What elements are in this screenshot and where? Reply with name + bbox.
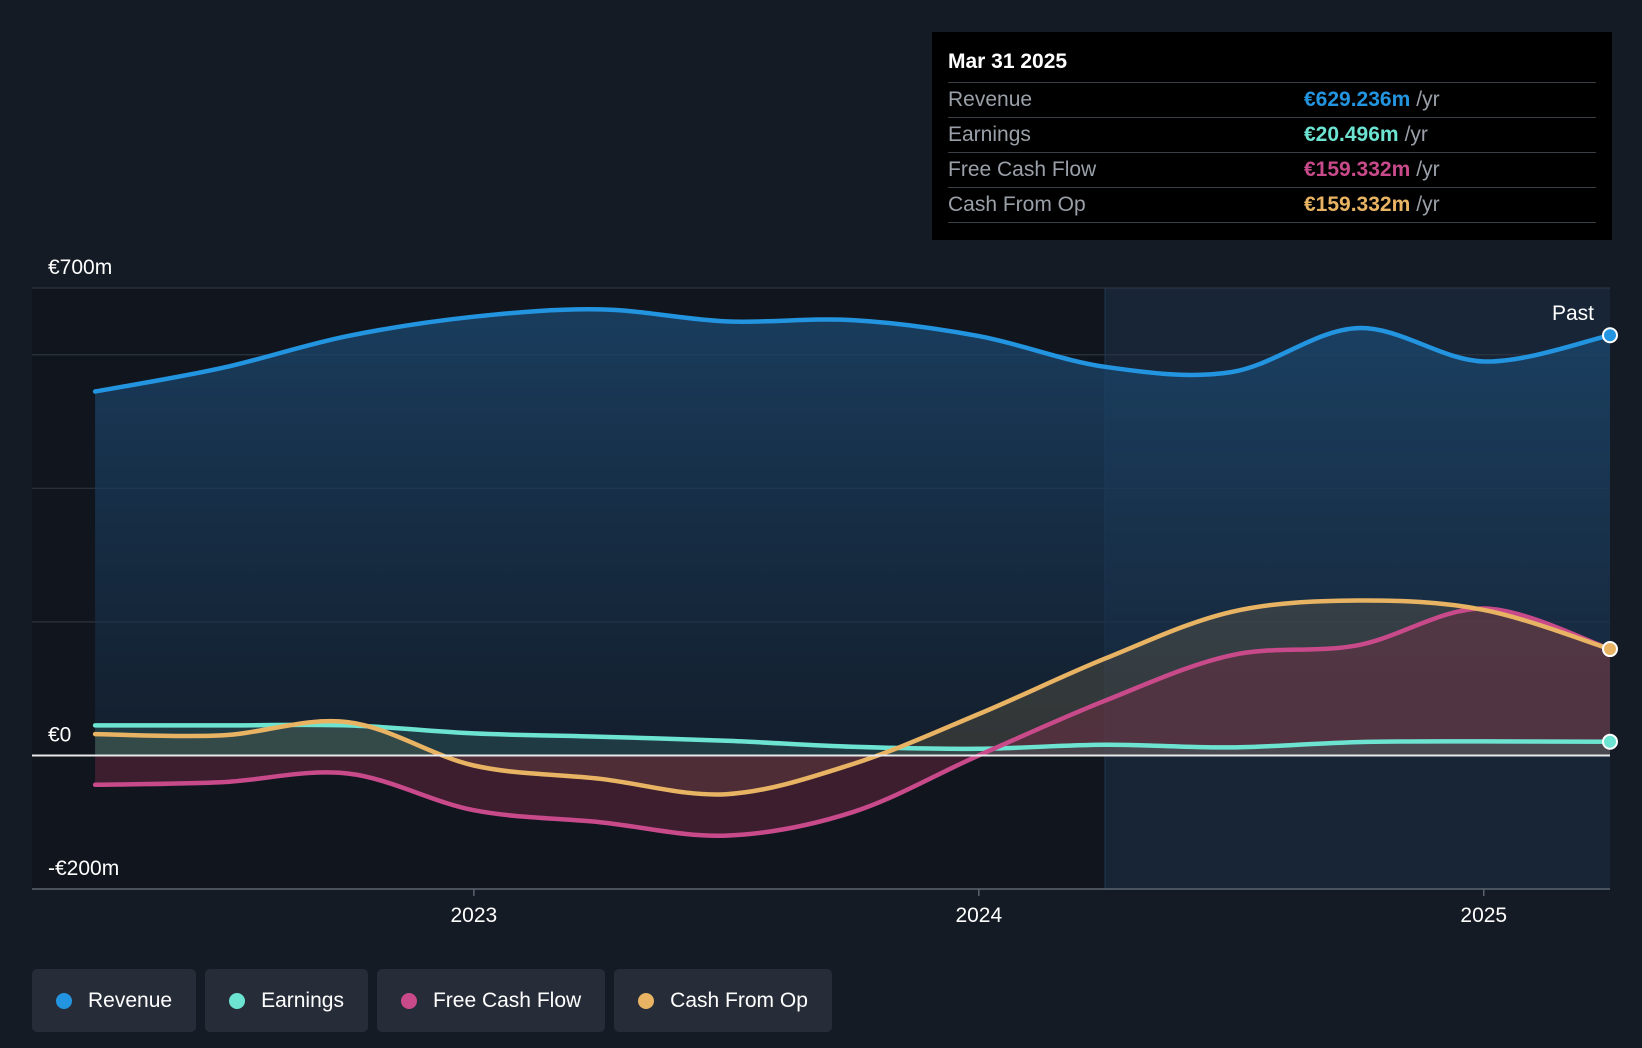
tooltip-value-free-cash-flow: €159.332m/yr (1304, 153, 1440, 187)
legend-dot-icon (638, 992, 655, 1009)
tooltip-value-cash-from-op: €159.332m/yr (1304, 188, 1440, 222)
tooltip-label: Earnings (948, 123, 1031, 146)
x-tick-label: 2025 (1460, 904, 1507, 927)
legend-dot-icon (56, 992, 72, 1009)
tooltip-label: Cash From Op (948, 193, 1086, 216)
x-tick-label: 2024 (955, 904, 1002, 927)
tooltip-value: €159.332m (1304, 158, 1411, 181)
y-tick-label: -€200m (48, 857, 119, 880)
series-lines (92, 307, 1613, 839)
tooltip-value-earnings: €20.496m/yr (1304, 118, 1428, 152)
tooltip-row-free-cash-flow: Free Cash Flow €159.332m/yr (948, 153, 1596, 188)
y-axis-labels: €700m €0 -€200m (48, 256, 119, 880)
end-markers (1602, 327, 1618, 750)
tooltip-value: €629.236m (1304, 88, 1411, 111)
series-line-revenue (92, 307, 1613, 394)
tooltip-value: €159.332m (1304, 193, 1411, 216)
tooltip-date: Mar 31 2025 (948, 46, 1596, 83)
tooltip-label: Free Cash Flow (948, 158, 1097, 181)
tooltip-row-revenue: Revenue €629.236m/yr (948, 83, 1596, 118)
legend-item-cash-from-op[interactable]: Cash From Op (614, 969, 832, 1032)
tooltip-row-earnings: Earnings €20.496m/yr (948, 118, 1596, 153)
tooltip-label: Revenue (948, 88, 1033, 111)
tooltip-unit: /yr (1416, 88, 1440, 111)
tooltip-value-revenue: €629.236m/yr (1304, 83, 1440, 117)
tooltip-unit: /yr (1416, 193, 1440, 216)
x-axis-labels: 2023 2024 2025 (450, 889, 1507, 927)
legend-item-free-cash-flow[interactable]: Free Cash Flow (376, 969, 606, 1032)
end-marker-revenue (1602, 327, 1618, 344)
end-marker-cash-from-op (1602, 641, 1618, 658)
series-line-earnings (92, 722, 1613, 752)
legend-item-revenue[interactable]: Revenue (32, 969, 197, 1032)
legend-label: Free Cash Flow (432, 988, 582, 1012)
y-tick-label: €700m (48, 256, 112, 279)
legend-dot-icon (400, 992, 417, 1009)
past-label: Past (1552, 302, 1594, 325)
series-line-cash-from-op (92, 598, 1613, 797)
tooltip-row-cash-from-op: Cash From Op €159.332m/yr (948, 188, 1596, 223)
y-tick-label: €0 (48, 723, 71, 746)
legend-label: Revenue (88, 988, 173, 1012)
tooltip-unit: /yr (1416, 158, 1440, 181)
area-free-cash-flow (95, 608, 1611, 836)
x-tick-label: 2023 (450, 904, 497, 927)
series-line-free-cash-flow (92, 606, 1613, 839)
area-revenue (95, 309, 1611, 756)
legend-label: Earnings (261, 988, 344, 1012)
legend-dot-icon (229, 992, 246, 1009)
legend-label: Cash From Op (670, 988, 808, 1012)
end-marker-earnings (1602, 733, 1618, 750)
tooltip-panel: Mar 31 2025 Revenue €629.236m/yr Earning… (932, 32, 1612, 240)
tooltip-value: €20.496m (1304, 123, 1399, 146)
tooltip-unit: /yr (1404, 123, 1428, 146)
legend: Revenue Earnings Free Cash Flow Cash Fro… (32, 969, 832, 1032)
legend-item-earnings[interactable]: Earnings (205, 969, 368, 1032)
